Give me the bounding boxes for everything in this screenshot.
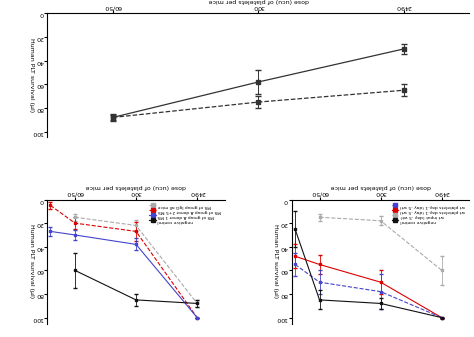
Legend: wt platelets day-1 (day -5 wt), wt platelets day-1 (day -5 wt), wt input (day -5: wt platelets day-1 (day -5 wt), wt plate… <box>390 202 467 224</box>
Legend: MS of group IgG all mice, MS of group A donor 2+5 MS, MS of group A donor 1 MS, : MS of group IgG all mice, MS of group A … <box>147 202 222 224</box>
X-axis label: dose (ucu) of platelets per mice: dose (ucu) of platelets per mice <box>330 184 431 189</box>
X-axis label: dose (ucu) of platelets per mice: dose (ucu) of platelets per mice <box>86 184 186 189</box>
Y-axis label: Human PLT survival (μl): Human PLT survival (μl) <box>29 224 34 299</box>
Y-axis label: Human PLT survival (μl): Human PLT survival (μl) <box>29 38 34 113</box>
X-axis label: dose (ucu) of platelets per mice: dose (ucu) of platelets per mice <box>208 0 309 3</box>
Y-axis label: Human PLT survival (μl): Human PLT survival (μl) <box>273 224 278 299</box>
